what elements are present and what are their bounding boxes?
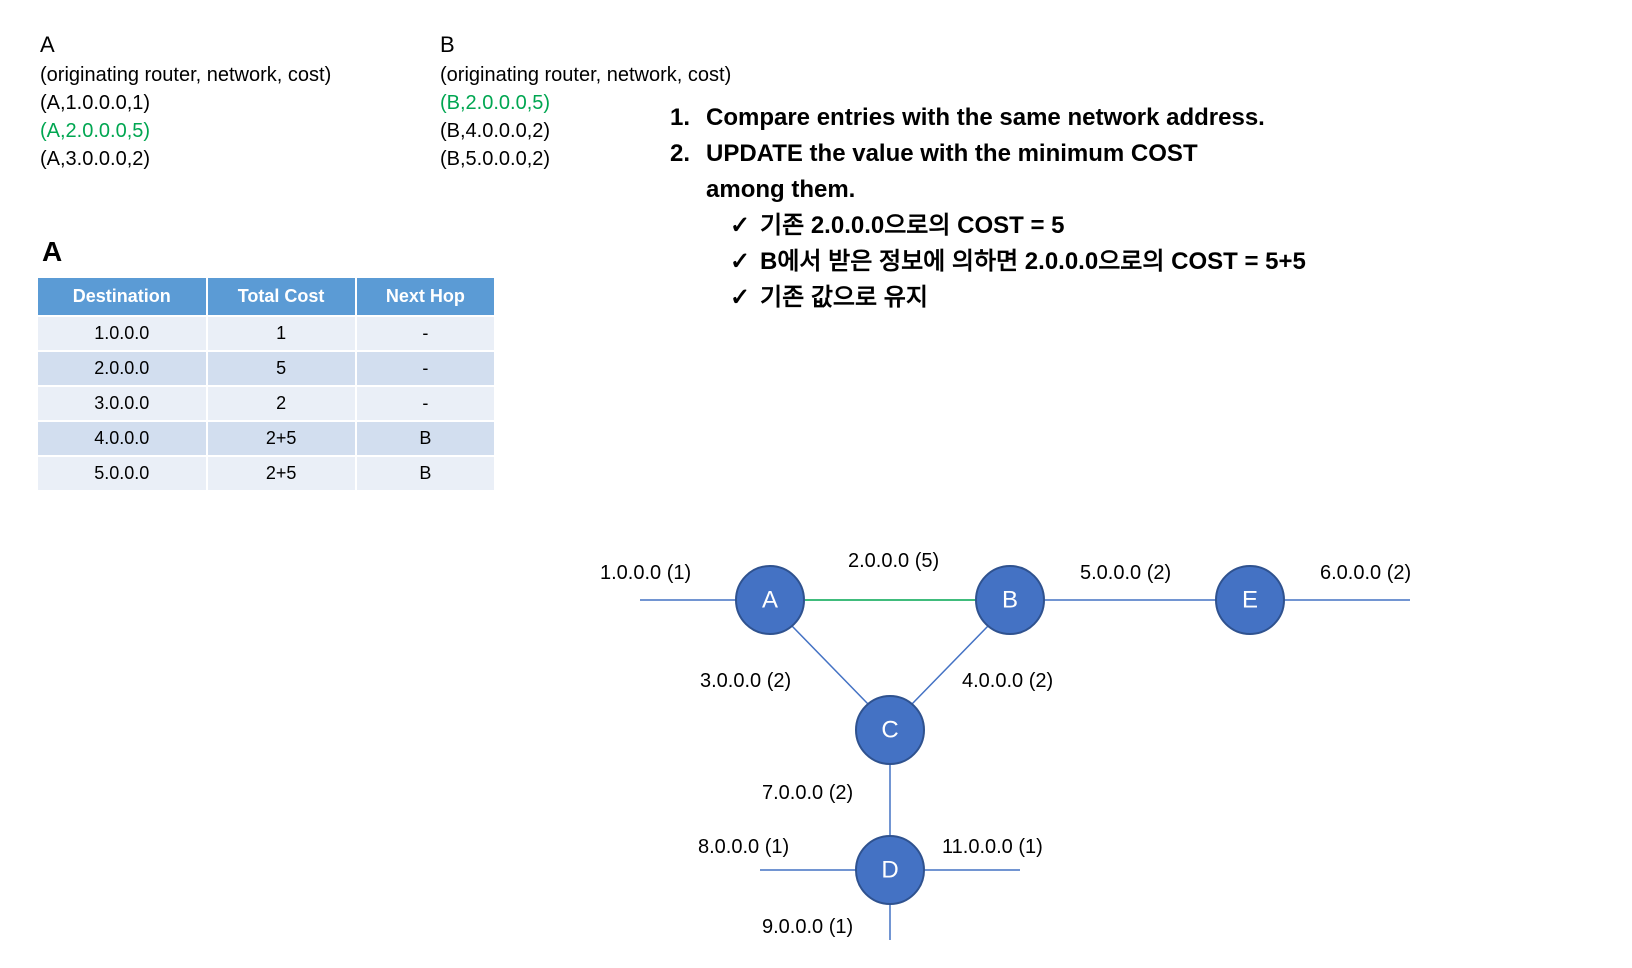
router-b-title: B [440,30,731,61]
check-row: ✓ 기존 2.0.0.0으로의 COST = 5 [730,208,1610,244]
graph-edge-label: 1.0.0.0 (1) [600,562,691,585]
graph-edge [792,626,868,704]
step-row: 1. Compare entries with the same network… [670,100,1610,136]
cell: 1 [207,316,356,351]
step-number: 1. [670,100,706,136]
table-row: 4.0.0.0 2+5 B [37,421,495,456]
cell: B [356,456,495,491]
cell: - [356,316,495,351]
col-totalcost: Total Cost [207,277,356,316]
graph-node-label: E [1242,587,1258,614]
col-destination: Destination [37,277,207,316]
graph-edge-label: 9.0.0.0 (1) [762,916,853,939]
table-row: 5.0.0.0 2+5 B [37,456,495,491]
graph-edge-label: 4.0.0.0 (2) [962,670,1053,693]
table-header-row: Destination Total Cost Next Hop [37,277,495,316]
graph-node-label: C [881,717,898,744]
check-text: B에서 받은 정보에 의하면 2.0.0.0으로의 COST = 5+5 [760,244,1610,280]
routing-table-wrap: A Destination Total Cost Next Hop 1.0.0.… [36,236,496,492]
cell: B [356,421,495,456]
cell: 1.0.0.0 [37,316,207,351]
graph-edge-label: 11.0.0.0 (1) [942,836,1043,859]
col-nexthop: Next Hop [356,277,495,316]
graph-edge-label: 3.0.0.0 (2) [700,670,791,693]
table-row: 2.0.0.0 5 - [37,351,495,386]
graph-edge-label: 5.0.0.0 (2) [1080,562,1171,585]
cell: 2.0.0.0 [37,351,207,386]
cell: 4.0.0.0 [37,421,207,456]
check-icon: ✓ [730,244,760,280]
router-a-entry: (A,2.0.0.0,5) [40,117,331,145]
routing-table: Destination Total Cost Next Hop 1.0.0.0 … [36,276,496,492]
table-row: 3.0.0.0 2 - [37,386,495,421]
cell: - [356,386,495,421]
check-row: ✓ 기존 값으로 유지 [730,280,1610,316]
cell: 5.0.0.0 [37,456,207,491]
check-icon: ✓ [730,280,760,316]
check-icon: ✓ [730,208,760,244]
step-cont: among them. [706,172,1610,208]
graph-edge-label: 2.0.0.0 (5) [848,550,939,573]
steps-block: 1. Compare entries with the same network… [670,100,1610,316]
step-row: 2. UPDATE the value with the minimum COS… [670,136,1610,172]
router-a-title: A [40,30,331,61]
router-a-block: A (originating router, network, cost) (A… [40,30,331,173]
routing-table-title: A [42,236,496,268]
check-text: 기존 2.0.0.0으로의 COST = 5 [760,208,1610,244]
cell: 2+5 [207,421,356,456]
graph-node-label: D [881,857,898,884]
router-b-subtitle: (originating router, network, cost) [440,61,731,89]
cell: 2 [207,386,356,421]
cell: - [356,351,495,386]
network-graph: A B E C D 1.0.0.0 (1) 2.0.0.0 (5) 5.0.0.0 (2) 6… [580,520,1480,940]
cell: 2+5 [207,456,356,491]
cell: 3.0.0.0 [37,386,207,421]
step-text: UPDATE the value with the minimum COST [706,136,1610,172]
router-a-entry: (A,3.0.0.0,2) [40,145,331,173]
table-row: 1.0.0.0 1 - [37,316,495,351]
graph-edge-label: 7.0.0.0 (2) [762,782,853,805]
router-a-subtitle: (originating router, network, cost) [40,61,331,89]
cell: 5 [207,351,356,386]
check-text: 기존 값으로 유지 [760,280,1610,316]
graph-node-label: A [762,587,778,614]
step-number: 2. [670,136,706,172]
router-a-entry: (A,1.0.0.0,1) [40,89,331,117]
check-row: ✓ B에서 받은 정보에 의하면 2.0.0.0으로의 COST = 5+5 [730,244,1610,280]
graph-node-label: B [1002,587,1018,614]
graph-edge-label: 8.0.0.0 (1) [698,836,789,859]
graph-edge-label: 6.0.0.0 (2) [1320,562,1411,585]
step-text: Compare entries with the same network ad… [706,100,1610,136]
